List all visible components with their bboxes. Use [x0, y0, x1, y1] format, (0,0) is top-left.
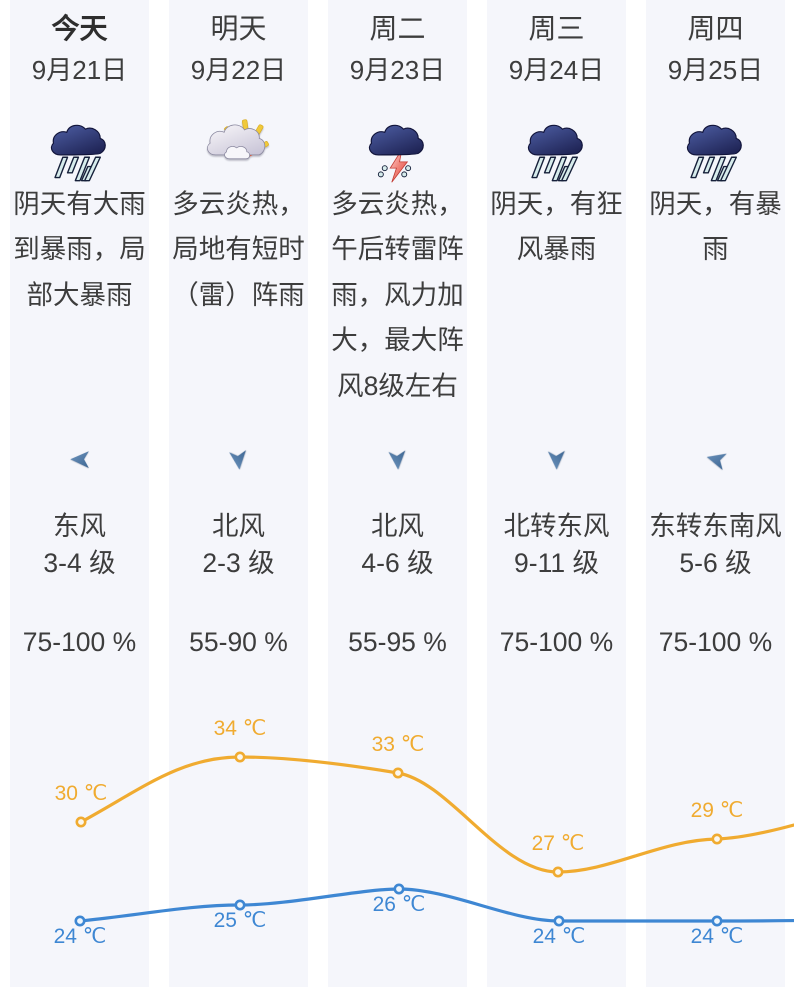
svg-text:34 ℃: 34 ℃	[214, 717, 267, 740]
svg-text:26 ℃: 26 ℃	[373, 893, 426, 916]
svg-text:24 ℃: 24 ℃	[691, 925, 744, 948]
svg-text:24 ℃: 24 ℃	[54, 925, 107, 948]
svg-text:33 ℃: 33 ℃	[372, 733, 425, 756]
svg-text:29 ℃: 29 ℃	[691, 799, 744, 822]
svg-text:30 ℃: 30 ℃	[55, 782, 108, 805]
svg-text:27 ℃: 27 ℃	[532, 832, 585, 855]
svg-text:25 ℃: 25 ℃	[214, 909, 267, 932]
svg-text:24 ℃: 24 ℃	[533, 925, 586, 948]
